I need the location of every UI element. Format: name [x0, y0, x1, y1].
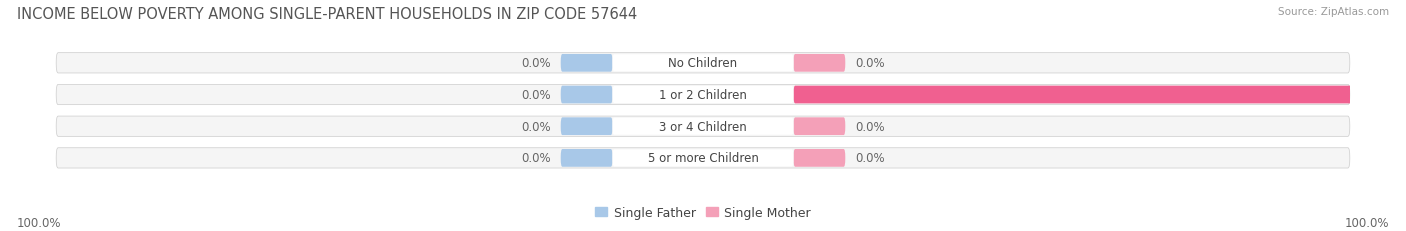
Legend: Single Father, Single Mother: Single Father, Single Mother	[591, 201, 815, 224]
Text: No Children: No Children	[668, 57, 738, 70]
FancyBboxPatch shape	[613, 55, 793, 72]
Text: 0.0%: 0.0%	[522, 57, 551, 70]
FancyBboxPatch shape	[561, 118, 613, 136]
Text: 0.0%: 0.0%	[522, 152, 551, 165]
Text: 100.0%: 100.0%	[1344, 216, 1389, 229]
FancyBboxPatch shape	[561, 55, 613, 72]
Text: 5 or more Children: 5 or more Children	[648, 152, 758, 165]
FancyBboxPatch shape	[793, 149, 845, 167]
FancyBboxPatch shape	[793, 118, 845, 136]
FancyBboxPatch shape	[793, 86, 1406, 104]
Text: 1 or 2 Children: 1 or 2 Children	[659, 89, 747, 102]
FancyBboxPatch shape	[793, 55, 845, 72]
Text: 3 or 4 Children: 3 or 4 Children	[659, 120, 747, 133]
FancyBboxPatch shape	[56, 85, 1350, 105]
Text: 100.0%: 100.0%	[17, 216, 62, 229]
Text: Source: ZipAtlas.com: Source: ZipAtlas.com	[1278, 7, 1389, 17]
Text: 0.0%: 0.0%	[855, 152, 884, 165]
FancyBboxPatch shape	[561, 149, 613, 167]
FancyBboxPatch shape	[561, 86, 613, 104]
Text: 0.0%: 0.0%	[522, 89, 551, 102]
FancyBboxPatch shape	[56, 53, 1350, 74]
FancyBboxPatch shape	[56, 117, 1350, 137]
FancyBboxPatch shape	[613, 150, 793, 167]
FancyBboxPatch shape	[613, 87, 793, 104]
Text: 0.0%: 0.0%	[855, 120, 884, 133]
Text: 0.0%: 0.0%	[855, 57, 884, 70]
Text: INCOME BELOW POVERTY AMONG SINGLE-PARENT HOUSEHOLDS IN ZIP CODE 57644: INCOME BELOW POVERTY AMONG SINGLE-PARENT…	[17, 7, 637, 22]
Text: 0.0%: 0.0%	[522, 120, 551, 133]
FancyBboxPatch shape	[613, 118, 793, 135]
FancyBboxPatch shape	[56, 148, 1350, 168]
